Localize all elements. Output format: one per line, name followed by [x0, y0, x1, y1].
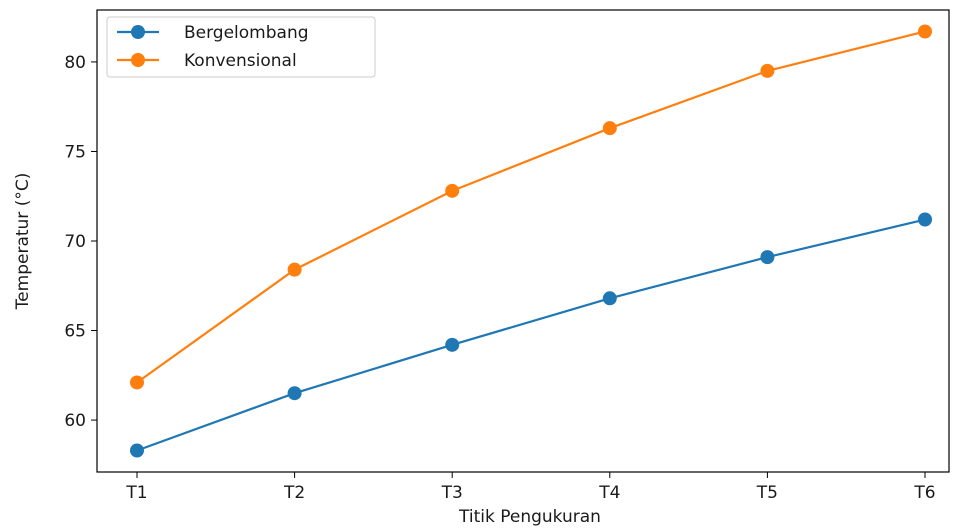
data-point: [130, 443, 144, 458]
legend-label: Bergelombang: [184, 23, 309, 43]
x-axis-title: Titik Pengukuran: [458, 507, 601, 527]
series-line: [136, 218, 926, 452]
data-point: [918, 212, 932, 227]
data-point: [445, 183, 460, 198]
legend-entry: Bergelombang: [117, 23, 309, 43]
y-tick-label: 70: [64, 232, 86, 252]
x-tick-label: T1: [125, 483, 147, 503]
legend-marker: [131, 25, 145, 39]
data-point: [602, 291, 617, 306]
data-point: [445, 337, 460, 352]
y-tick-label: 60: [64, 411, 86, 431]
legend-entry: Konvensional: [117, 51, 297, 71]
y-tick-label: 80: [64, 53, 86, 73]
legend-box: [106, 16, 376, 78]
x-tick-label: T2: [283, 483, 305, 503]
x-tick-label: T5: [756, 483, 778, 503]
data-point: [918, 24, 932, 39]
series-layer: [130, 24, 932, 458]
data-point: [760, 250, 775, 265]
y-axis-title: Temperatur (°C): [13, 173, 33, 311]
x-tick-label: T6: [913, 483, 935, 503]
y-tick-label: 75: [64, 142, 86, 162]
plot-frame: [96, 9, 950, 473]
x-tick-label: T3: [441, 483, 463, 503]
data-point: [287, 262, 302, 277]
series-bergelombang: [130, 212, 932, 458]
legend-label: Konvensional: [184, 51, 297, 71]
data-point: [602, 121, 617, 136]
legend-marker: [131, 53, 145, 67]
legend: Bergelombang Konvensional: [106, 16, 376, 78]
series-konvensional: [130, 24, 932, 390]
axes-layer: T1 T2 T3 T4 T5 T6 60 65 70 75 80: [64, 53, 935, 503]
x-tick-label: T4: [598, 483, 620, 503]
y-tick-label: 65: [64, 322, 86, 342]
data-point: [130, 375, 144, 390]
series-line: [136, 30, 926, 384]
data-point: [760, 63, 775, 78]
data-point: [287, 386, 302, 401]
